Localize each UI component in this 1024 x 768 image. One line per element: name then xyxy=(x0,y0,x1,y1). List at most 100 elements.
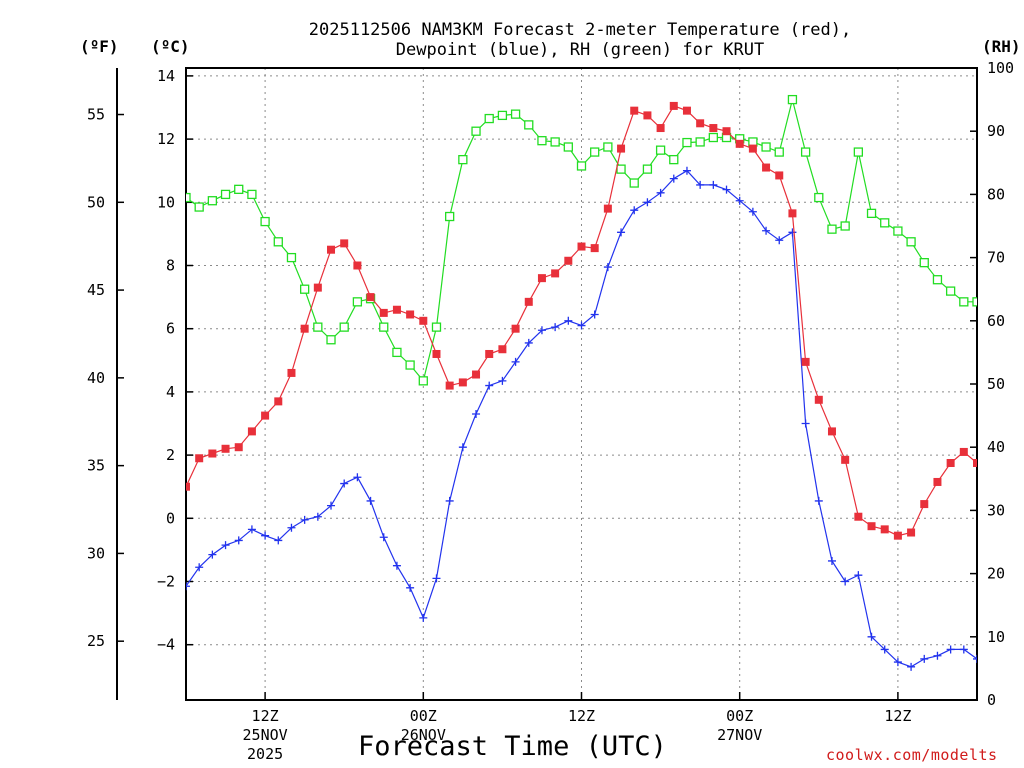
rh-point xyxy=(497,110,508,121)
dewpoint-point xyxy=(458,443,467,452)
rh-point xyxy=(906,237,916,247)
temperature-point xyxy=(432,349,441,358)
x-tick-label-time: 00Z xyxy=(410,707,437,725)
dewpoint-point xyxy=(366,496,375,505)
dewpoint-point xyxy=(432,574,441,583)
rh-point xyxy=(774,147,784,157)
dewpoint-point xyxy=(419,613,428,622)
temperature-point xyxy=(419,316,428,325)
dewpoint-point xyxy=(564,316,573,325)
dewpoint-point xyxy=(788,228,797,237)
rh-point xyxy=(972,297,977,307)
dewpoint-point xyxy=(287,523,296,532)
x-tick-label-time: 12Z xyxy=(568,707,595,725)
temperature-point xyxy=(893,531,902,540)
dewpoint-point xyxy=(590,310,599,319)
y-tick-label-f: 30 xyxy=(87,544,105,562)
temperature-point xyxy=(458,378,467,387)
y-tick-label-rh: 20 xyxy=(987,565,1005,583)
rh-point xyxy=(471,126,481,136)
rh-point xyxy=(510,109,521,119)
temperature-point xyxy=(392,305,401,314)
temperature-point xyxy=(406,310,415,319)
temperature-point xyxy=(366,293,375,302)
rh-point xyxy=(392,347,402,358)
chart-title-line2: Dewpoint (blue), RH (green) for KRUT xyxy=(395,40,765,60)
dewpoint-point xyxy=(551,323,560,332)
dewpoint-point xyxy=(353,473,362,482)
dewpoint-point xyxy=(880,645,889,654)
dewpoint-point xyxy=(186,582,190,591)
y-tick-label-c: 0 xyxy=(166,509,175,527)
temperature-point xyxy=(788,209,797,218)
y-tick-label-c: 8 xyxy=(166,257,175,275)
site-credit[interactable]: coolwx.com/modelts xyxy=(826,746,998,764)
temperature-point xyxy=(472,370,481,379)
temperature-point xyxy=(287,368,296,377)
temperature-point xyxy=(221,444,230,453)
rh-point xyxy=(959,297,969,307)
rh-point xyxy=(550,137,560,147)
x-tick-label-date: 25NOV xyxy=(243,726,288,744)
temperature-point xyxy=(907,528,916,537)
rh-point xyxy=(761,142,771,152)
temperature-point xyxy=(208,449,217,458)
dewpoint-point xyxy=(406,583,415,592)
rh-point xyxy=(524,120,534,130)
temperature-point xyxy=(195,454,204,463)
rh-point xyxy=(866,208,877,219)
y-tick-label-c: −2 xyxy=(157,573,175,591)
y-tick-label-f: 25 xyxy=(87,632,105,650)
y-tick-label-c: 10 xyxy=(157,193,175,211)
dewpoint-point xyxy=(537,326,546,335)
dewpoint-point xyxy=(498,376,507,385)
rh-point xyxy=(590,147,600,157)
rh-point xyxy=(629,178,639,188)
dewpoint-point xyxy=(617,228,626,237)
rh-point xyxy=(695,137,705,147)
dewpoint-point xyxy=(577,321,586,330)
rh-point xyxy=(418,376,428,386)
temperature-point xyxy=(735,139,744,148)
dewpoint-point xyxy=(841,577,850,586)
temperature-point xyxy=(551,269,560,278)
rh-point xyxy=(247,189,257,200)
rh-point xyxy=(814,192,824,203)
dewpoint-point xyxy=(300,515,309,524)
dewpoint-point xyxy=(920,654,929,663)
rh-point xyxy=(431,322,442,332)
temperature-point xyxy=(261,411,270,420)
rh-point xyxy=(286,252,297,263)
temperature-point xyxy=(682,106,691,115)
dewpoint-point xyxy=(959,645,968,654)
dewpoint-point xyxy=(603,263,612,272)
temperature-point xyxy=(880,525,889,534)
rh-point xyxy=(260,216,270,227)
temperature-point xyxy=(841,455,850,464)
rh-point xyxy=(642,164,653,174)
temperature-point xyxy=(247,427,256,436)
dewpoint-point xyxy=(722,185,731,194)
dewpoint-point xyxy=(933,651,942,660)
temperature-point xyxy=(524,297,533,306)
dewpoint-point xyxy=(801,419,810,428)
temperature-point xyxy=(340,239,349,248)
dewpoint-point xyxy=(524,338,533,347)
y-tick-label-c: 12 xyxy=(157,130,175,148)
temperature-point xyxy=(603,204,612,213)
rh-point xyxy=(273,237,283,247)
y-tick-label-c: 6 xyxy=(166,320,175,338)
rh-point xyxy=(840,221,850,231)
rh-point xyxy=(603,142,613,152)
temperature-point xyxy=(186,482,190,491)
rh-point xyxy=(576,161,587,171)
temperature-point xyxy=(445,381,454,390)
temperature-point xyxy=(775,171,784,180)
temperature-point xyxy=(933,477,942,486)
chart-title-line1: 2025112506 NAM3KM Forecast 2-meter Tempe… xyxy=(308,20,852,40)
dewpoint-point xyxy=(814,496,823,505)
rh-point xyxy=(537,136,547,146)
dewpoint-point xyxy=(682,166,691,175)
temperature-point xyxy=(630,106,639,115)
rh-point xyxy=(919,258,929,268)
